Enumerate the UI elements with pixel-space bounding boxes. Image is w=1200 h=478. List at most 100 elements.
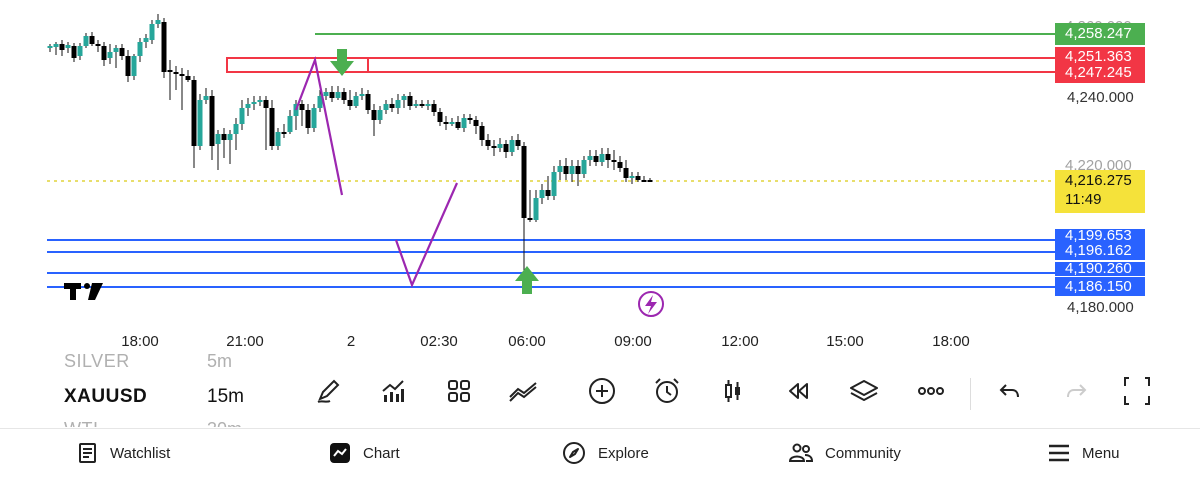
candle-body — [305, 110, 311, 128]
candle-body — [641, 180, 647, 182]
candle-body — [473, 120, 479, 126]
time-label: 2 — [346, 333, 356, 350]
candle-body — [245, 104, 251, 108]
price-tag-red-2: 4,247.245 — [1055, 67, 1145, 83]
candle-body — [287, 116, 293, 132]
candle-body — [383, 104, 389, 110]
candle-body — [335, 92, 341, 98]
candle-body — [509, 140, 515, 152]
candle-body — [155, 20, 161, 24]
compare-icon[interactable] — [507, 374, 541, 408]
price-tag-blue-4: 4,186.150 — [1055, 277, 1145, 296]
candle-body — [533, 198, 539, 220]
candle-body — [323, 92, 329, 96]
alarm-icon[interactable] — [650, 374, 684, 408]
candle-body — [269, 108, 275, 146]
compass-icon — [563, 442, 585, 464]
candle-body — [173, 72, 179, 74]
candle-body — [527, 218, 533, 220]
candle-body — [485, 140, 491, 146]
candle-body — [125, 56, 131, 76]
candle-body — [647, 180, 653, 182]
candle-body — [275, 132, 281, 146]
candle-body — [569, 166, 575, 174]
candle-body — [83, 36, 89, 46]
candle-body — [497, 144, 503, 148]
candle-body — [341, 92, 347, 100]
redo-icon[interactable] — [1059, 374, 1093, 408]
candle-body — [449, 122, 455, 124]
price-tag-current-ghost: 4,220.000 — [1065, 158, 1132, 170]
nav-menu-label: Menu — [1082, 444, 1120, 462]
bottom-navigation: Watchlist Chart Explore Community Menu — [0, 428, 1200, 478]
candle-body — [131, 56, 137, 76]
nav-menu[interactable]: Menu — [1048, 439, 1120, 467]
interval-below[interactable]: 30m — [207, 418, 242, 427]
candle-body — [545, 190, 551, 196]
price-tick-4180: 4,180.000 — [1067, 299, 1134, 316]
candle-body — [437, 112, 443, 122]
symbol-below[interactable]: WTI — [64, 418, 99, 427]
candles-icon[interactable] — [716, 374, 750, 408]
indicators-icon[interactable] — [376, 374, 410, 408]
time-label: 15:00 — [826, 333, 864, 350]
chart-area[interactable]: 4,240.000 4,180.000 4,260.000 4,258.247 … — [0, 0, 1160, 350]
candle-body — [443, 122, 449, 124]
nav-chart[interactable]: Chart — [329, 439, 400, 467]
candle-body — [251, 102, 257, 104]
candle-body — [113, 48, 119, 52]
candle-body — [371, 110, 377, 120]
candle-body — [77, 46, 83, 56]
nav-explore[interactable]: Explore — [562, 439, 649, 467]
plus-icon[interactable] — [585, 374, 619, 408]
candle-body — [617, 162, 623, 168]
price-tag-current: 4,216.275 — [1065, 172, 1132, 189]
candle-body — [491, 146, 497, 148]
nav-watchlist-label: Watchlist — [110, 444, 171, 462]
nav-explore-label: Explore — [598, 444, 649, 462]
candle-body — [587, 156, 593, 160]
candle-body — [389, 104, 395, 108]
candle-body — [599, 154, 605, 162]
candle-body — [407, 96, 413, 106]
price-tag-red-1: 4,251.363 — [1055, 47, 1145, 67]
candle-body — [59, 44, 65, 50]
lightning-badge-icon — [638, 291, 664, 317]
price-chart[interactable] — [0, 0, 1160, 330]
watchlist-icon — [79, 443, 96, 463]
price-tag-blue-3: 4,190.260 — [1055, 262, 1145, 276]
time-label: 02:30 — [420, 333, 458, 350]
undo-icon[interactable] — [993, 374, 1027, 408]
fullscreen-icon[interactable] — [1122, 374, 1152, 408]
layers-icon[interactable] — [847, 374, 881, 408]
candle-body — [53, 44, 59, 47]
candle-body — [347, 100, 353, 106]
more-icon[interactable] — [914, 374, 948, 408]
green-arrow-down-icon — [330, 49, 354, 76]
candle-body — [557, 166, 563, 172]
price-tag-green: 4,258.247 — [1055, 23, 1145, 45]
chart-icon — [330, 443, 350, 463]
symbol-selector[interactable]: XAUUSD — [64, 386, 148, 407]
nav-community[interactable]: Community — [789, 439, 901, 467]
price-tag-blue-1: 4,199.653 — [1055, 229, 1145, 243]
nav-watchlist[interactable]: Watchlist — [78, 439, 170, 467]
pencil-icon[interactable] — [311, 374, 345, 408]
candle-body — [635, 176, 641, 180]
symbol-above[interactable]: SILVER — [64, 354, 130, 370]
community-icon — [789, 443, 813, 462]
candle-body — [623, 168, 629, 178]
candle-body — [629, 176, 635, 178]
layouts-icon[interactable] — [442, 374, 476, 408]
candle-body — [311, 108, 317, 128]
candle-body — [359, 94, 365, 96]
replay-icon[interactable] — [781, 374, 815, 408]
candle-body — [167, 70, 173, 72]
time-label: 21:00 — [226, 333, 264, 350]
candle-body — [539, 190, 545, 198]
candle-body — [149, 24, 155, 40]
price-tick-4240: 4,240.000 — [1067, 89, 1134, 106]
interval-selector[interactable]: 15m — [207, 386, 244, 407]
candle-body — [239, 108, 245, 124]
interval-above[interactable]: 5m — [207, 354, 233, 370]
